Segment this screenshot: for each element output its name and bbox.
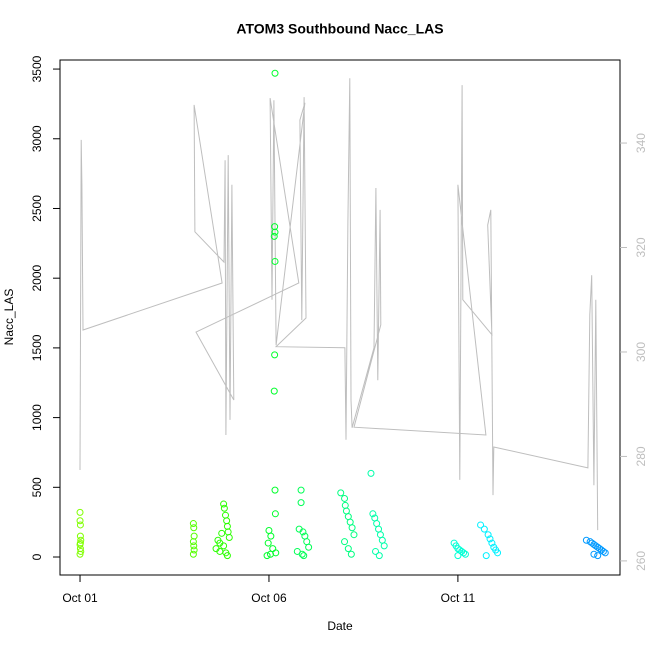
- point: [190, 546, 198, 554]
- point: [223, 552, 231, 560]
- point: [220, 500, 228, 508]
- point: [482, 552, 490, 560]
- point: [77, 536, 85, 544]
- point: [270, 232, 278, 240]
- point: [271, 510, 279, 518]
- point: [305, 543, 313, 551]
- point: [76, 517, 84, 525]
- point: [271, 351, 279, 359]
- point: [590, 550, 598, 558]
- y2-tick-label: 260: [634, 551, 648, 571]
- point: [271, 228, 279, 236]
- point: [297, 486, 305, 494]
- point: [270, 387, 278, 395]
- point: [190, 524, 198, 532]
- point: [76, 539, 84, 547]
- point: [341, 494, 349, 502]
- chart-title: ATOM3 Southbound Nacc_LAS: [236, 21, 443, 37]
- point: [298, 550, 306, 558]
- point: [484, 531, 492, 539]
- point: [344, 545, 352, 553]
- point: [594, 552, 602, 560]
- x-tick-label: Oct 11: [441, 591, 476, 605]
- point: [264, 539, 272, 547]
- y2-tick-label: 300: [634, 342, 648, 362]
- point: [214, 536, 222, 544]
- point: [300, 552, 308, 560]
- point: [486, 535, 494, 543]
- point: [218, 529, 226, 537]
- point: [477, 521, 485, 529]
- point: [367, 469, 375, 477]
- point: [76, 521, 84, 529]
- point: [76, 508, 84, 516]
- point: [271, 257, 279, 265]
- point: [216, 547, 224, 555]
- point: [599, 547, 607, 555]
- point: [266, 550, 274, 558]
- point: [189, 538, 197, 546]
- plot-box: [59, 59, 621, 576]
- point: [350, 531, 358, 539]
- point: [348, 524, 356, 532]
- y2-tick-label: 340: [634, 133, 648, 153]
- point: [480, 525, 488, 533]
- y-tick-label: 500: [30, 477, 44, 497]
- point: [347, 550, 355, 558]
- point: [76, 532, 84, 540]
- point: [77, 547, 85, 555]
- y-tick-label: 0: [30, 553, 44, 560]
- y-tick-label: 2500: [30, 195, 44, 222]
- point: [271, 486, 279, 494]
- y-tick-label: 1000: [30, 404, 44, 431]
- point: [263, 552, 271, 560]
- y-tick-label: 2000: [30, 265, 44, 292]
- point: [299, 528, 307, 536]
- y2-tick-label: 320: [634, 237, 648, 257]
- line: [79, 78, 599, 531]
- x-tick-label: Oct 06: [251, 591, 287, 605]
- x-axis-label: Date: [327, 619, 353, 633]
- point: [375, 552, 383, 560]
- point: [601, 549, 609, 557]
- point: [337, 489, 345, 497]
- point: [225, 533, 233, 541]
- point: [220, 542, 228, 550]
- y-tick-label: 1500: [30, 334, 44, 361]
- y-tick-label: 3000: [30, 125, 44, 152]
- point: [76, 550, 84, 558]
- point: [297, 499, 305, 507]
- point: [488, 539, 496, 547]
- point: [271, 69, 279, 77]
- point: [380, 542, 388, 550]
- point: [369, 510, 377, 518]
- y2-tick-label: 280: [634, 446, 648, 466]
- point: [189, 550, 197, 558]
- y-tick-label: 3500: [30, 55, 44, 82]
- point: [190, 542, 198, 550]
- point: [460, 549, 468, 557]
- point: [494, 549, 502, 557]
- x-tick-label: Oct 01: [62, 591, 98, 605]
- point: [267, 532, 275, 540]
- point: [341, 538, 349, 546]
- point: [372, 547, 380, 555]
- point: [461, 550, 469, 558]
- y-axis-label: Nacc_LAS: [2, 289, 16, 346]
- point: [189, 520, 197, 528]
- point: [582, 536, 590, 544]
- point: [220, 504, 228, 512]
- point: [454, 552, 462, 560]
